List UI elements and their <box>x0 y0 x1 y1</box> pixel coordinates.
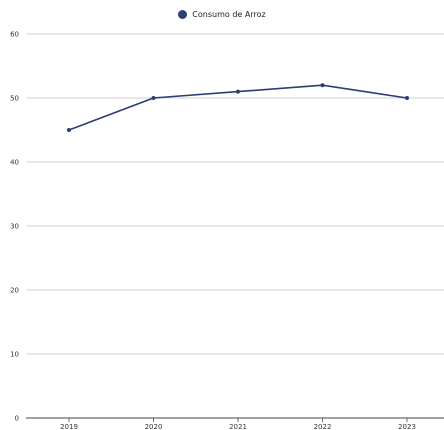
y-tick-label: 50 <box>10 95 19 103</box>
y-tick-label: 10 <box>10 351 19 359</box>
data-point <box>405 96 409 100</box>
data-point <box>236 89 240 94</box>
x-tick-label: 2019 <box>60 423 78 430</box>
y-tick-label: 60 <box>10 31 19 39</box>
y-tick-label: 40 <box>10 159 19 167</box>
y-tick-label: 30 <box>10 223 19 231</box>
legend-marker <box>178 10 188 19</box>
x-tick-label: 2023 <box>398 423 416 430</box>
x-tick-label: 2022 <box>314 423 332 430</box>
y-tick-label: 0 <box>15 415 19 423</box>
legend: Consumo de Arroz <box>0 10 444 19</box>
data-point <box>320 83 325 88</box>
x-tick-label: 2021 <box>229 423 247 430</box>
y-tick-label: 20 <box>10 287 19 295</box>
data-point <box>67 128 71 132</box>
x-tick-label: 2020 <box>145 423 163 430</box>
legend-label: Consumo de Arroz <box>192 10 266 19</box>
data-point <box>151 96 156 100</box>
